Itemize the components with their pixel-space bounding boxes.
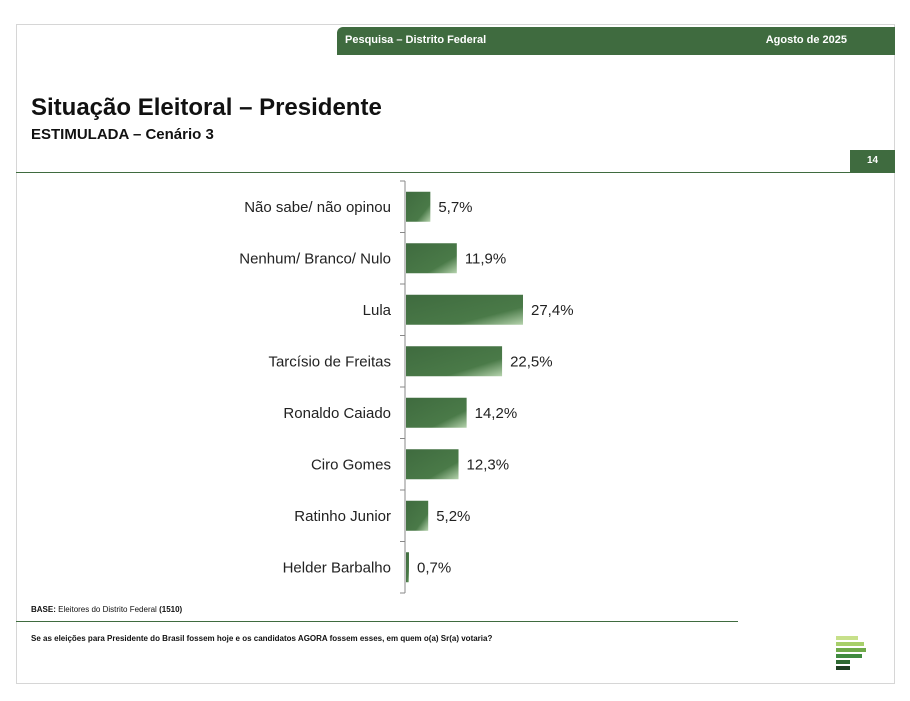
category-label: Nenhum/ Branco/ Nulo — [239, 250, 391, 267]
bar — [406, 449, 459, 480]
category-label: Ciro Gomes — [311, 456, 391, 473]
value-label: 27,4% — [531, 302, 574, 319]
category-label: Lula — [363, 302, 392, 319]
footer-divider — [16, 621, 738, 622]
bar — [406, 294, 523, 325]
base-count: (1510) — [159, 605, 183, 614]
base-note: BASE: Eleitores do Distrito Federal (151… — [31, 605, 182, 614]
top-banner: Pesquisa – Distrito Federal Agosto de 20… — [337, 27, 895, 55]
value-label: 14,2% — [475, 405, 518, 422]
value-label: 12,3% — [467, 456, 510, 473]
category-label: Tarcísio de Freitas — [268, 353, 391, 370]
banner-survey-name: Pesquisa – Distrito Federal — [345, 34, 487, 46]
category-label: Helder Barbalho — [283, 559, 391, 576]
value-label: 11,9% — [465, 250, 506, 267]
bar — [406, 552, 409, 583]
value-label: 5,2% — [436, 508, 470, 525]
page-title: Situação Eleitoral – Presidente — [31, 94, 382, 121]
page-number-badge: 14 — [850, 150, 895, 172]
category-label: Ronaldo Caiado — [283, 405, 391, 422]
value-label: 5,7% — [438, 199, 472, 216]
bar — [406, 243, 457, 274]
bar — [406, 500, 429, 531]
bar — [406, 397, 467, 428]
value-label: 0,7% — [417, 559, 451, 576]
survey-question: Se as eleições para Presidente do Brasil… — [31, 634, 493, 643]
banner-date: Agosto de 2025 — [765, 34, 847, 46]
page-subtitle: ESTIMULADA – Cenário 3 — [31, 126, 214, 143]
header-divider — [16, 172, 895, 173]
bar — [406, 191, 431, 222]
base-label: BASE: — [31, 605, 56, 614]
category-label: Ratinho Junior — [294, 508, 391, 525]
bar — [406, 346, 503, 377]
value-label: 22,5% — [510, 353, 553, 370]
brand-logo-icon — [836, 636, 866, 670]
base-text: Eleitores do Distrito Federal — [58, 605, 157, 614]
category-label: Não sabe/ não opinou — [244, 199, 391, 216]
